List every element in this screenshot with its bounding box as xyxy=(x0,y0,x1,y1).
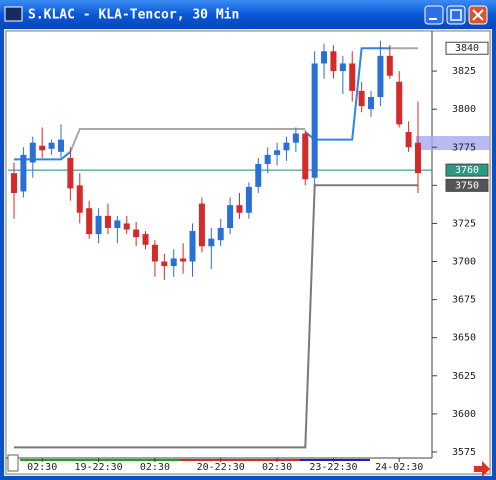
candle-body xyxy=(114,220,121,229)
candle-body xyxy=(104,215,111,229)
x-tick-label: 02:30 xyxy=(140,462,170,473)
y-tick-label: 3775 xyxy=(452,142,476,153)
y-tick-label: 3625 xyxy=(452,371,476,382)
candle-body xyxy=(377,55,384,97)
candle-body xyxy=(386,55,393,76)
scroll-box[interactable] xyxy=(7,454,19,472)
candle-body xyxy=(292,133,299,143)
y-tick-label: 3700 xyxy=(452,257,476,268)
candle-body xyxy=(264,154,271,165)
candle-body xyxy=(48,142,55,149)
candle-body xyxy=(11,173,17,193)
session-strip xyxy=(20,459,180,461)
candle-body xyxy=(20,154,27,192)
candle-body xyxy=(311,63,318,178)
candle-body xyxy=(405,132,412,148)
candle-body xyxy=(29,142,36,163)
candle-body xyxy=(151,244,158,262)
price-label-box xyxy=(445,178,489,192)
y-tick-label: 3800 xyxy=(452,104,476,115)
candle-body xyxy=(255,164,262,187)
y-tick-label: 3575 xyxy=(452,447,476,458)
candle-body xyxy=(142,234,149,245)
chart-area xyxy=(5,30,491,475)
candle-body xyxy=(208,238,215,247)
app-icon xyxy=(4,6,23,22)
x-tick-label: 02:30 xyxy=(262,462,292,473)
overlay-line xyxy=(69,128,306,153)
price-label: 3760 xyxy=(455,165,479,176)
candle-body xyxy=(161,261,168,267)
candle-body xyxy=(86,208,93,235)
minimize-button[interactable] xyxy=(424,5,444,25)
candle-body xyxy=(339,63,346,72)
price-label-box xyxy=(445,163,489,177)
title-bar xyxy=(0,0,496,29)
current-price-band xyxy=(416,136,490,150)
candle-body xyxy=(57,139,64,152)
candle-body xyxy=(67,157,74,189)
candle-body xyxy=(227,205,234,229)
candle-body xyxy=(330,51,337,72)
overlay-line xyxy=(14,184,418,449)
candle-body xyxy=(396,81,403,125)
candle-body xyxy=(189,231,196,262)
candle-body xyxy=(321,51,328,64)
price-label-box xyxy=(445,41,489,55)
candle-body xyxy=(302,133,309,180)
candle-body xyxy=(368,96,375,110)
maximize-button[interactable] xyxy=(446,5,466,25)
x-tick-label: 19-22:30 xyxy=(74,462,122,473)
window-buttons[interactable] xyxy=(424,5,488,25)
chart-title: S.KLAC - KLA-Tencor, 30 Min xyxy=(28,8,239,23)
x-tick-label: 24-02:30 xyxy=(375,462,423,473)
candle-body xyxy=(349,63,356,91)
x-tick-label: 20-22:30 xyxy=(197,462,245,473)
y-tick-label: 3650 xyxy=(452,333,476,344)
candle-body xyxy=(39,145,46,151)
x-tick-label: 02:30 xyxy=(27,462,57,473)
candle-body xyxy=(170,258,177,267)
price-label: 3750 xyxy=(455,180,479,191)
y-tick-label: 3675 xyxy=(452,295,476,306)
candle-body xyxy=(274,150,281,155)
candle-body xyxy=(245,186,252,213)
overlay-line xyxy=(304,47,390,141)
candle-body xyxy=(236,205,243,213)
candle-body xyxy=(95,215,102,235)
y-tick-label: 3825 xyxy=(452,66,476,77)
candle-body xyxy=(180,258,187,262)
candle-body xyxy=(283,142,290,151)
session-strip xyxy=(180,459,300,461)
x-tick-label: 23-22:30 xyxy=(309,462,357,473)
candle-body xyxy=(76,185,83,213)
candle-body xyxy=(217,228,224,241)
candle-body xyxy=(133,229,140,238)
price-label: 3840 xyxy=(455,43,479,54)
scroll-arrow[interactable] xyxy=(474,461,490,477)
y-tick-label: 3725 xyxy=(452,218,476,229)
candle-body xyxy=(415,142,421,174)
candle-body xyxy=(123,223,130,230)
candle-body xyxy=(358,90,365,107)
y-tick-label: 3600 xyxy=(452,409,476,420)
session-strip xyxy=(300,459,370,461)
candle-body xyxy=(198,203,205,247)
